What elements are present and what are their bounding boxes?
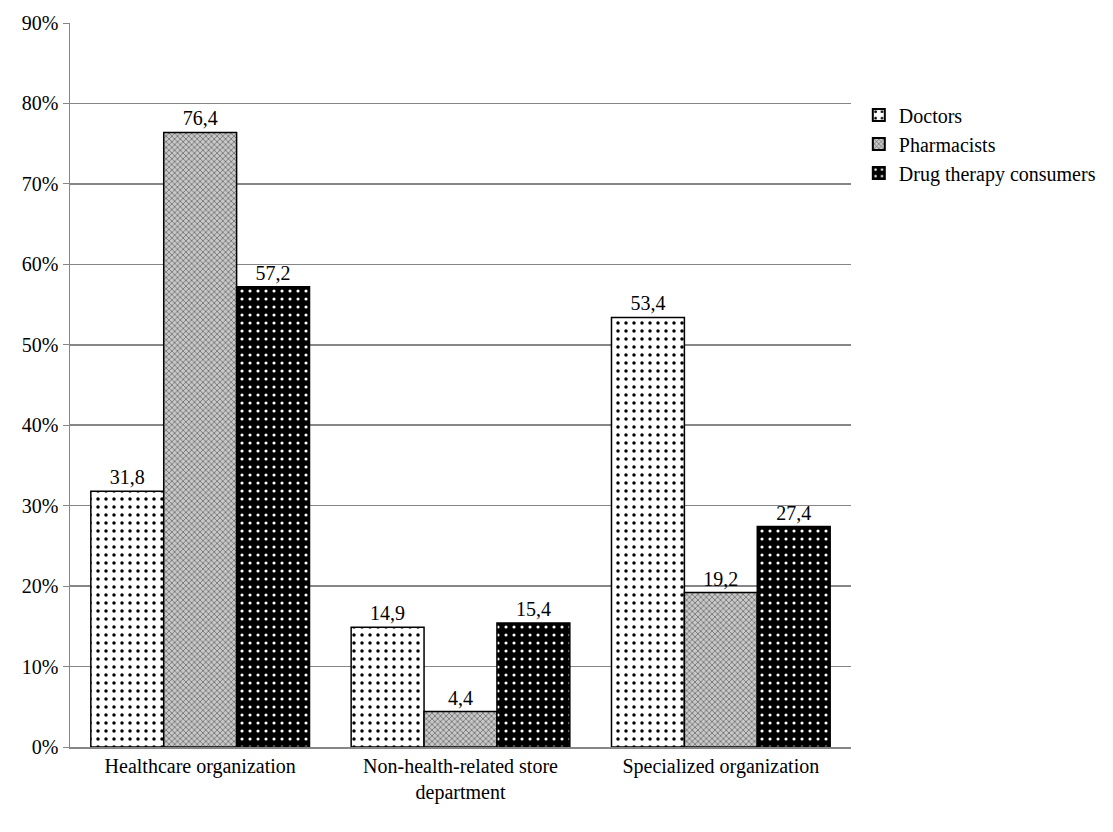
- svg-text:80%: 80%: [22, 92, 59, 114]
- svg-text:90%: 90%: [22, 12, 59, 34]
- svg-text:15,4: 15,4: [516, 598, 551, 620]
- svg-text:40%: 40%: [22, 414, 59, 436]
- svg-text:10%: 10%: [22, 656, 59, 678]
- svg-text:70%: 70%: [22, 173, 59, 195]
- svg-text:0%: 0%: [32, 736, 59, 758]
- svg-text:50%: 50%: [22, 334, 59, 356]
- svg-text:30%: 30%: [22, 495, 59, 517]
- svg-text:Doctors: Doctors: [899, 105, 963, 127]
- svg-text:Healthcare organization: Healthcare organization: [105, 755, 296, 778]
- svg-text:27,4: 27,4: [776, 502, 811, 524]
- svg-text:14,9: 14,9: [370, 602, 405, 624]
- svg-text:Specialized organization: Specialized organization: [622, 755, 819, 778]
- svg-text:76,4: 76,4: [183, 107, 218, 129]
- svg-text:Drug therapy consumers: Drug therapy consumers: [899, 163, 1096, 186]
- svg-text:Pharmacists: Pharmacists: [899, 134, 996, 156]
- svg-text:19,2: 19,2: [703, 568, 738, 590]
- svg-text:31,8: 31,8: [110, 466, 145, 488]
- svg-text:53,4: 53,4: [630, 292, 665, 314]
- svg-text:57,2: 57,2: [256, 262, 291, 284]
- svg-text:Non-health-related storedepart: Non-health-related storedepartment: [363, 755, 558, 804]
- svg-text:20%: 20%: [22, 575, 59, 597]
- svg-text:60%: 60%: [22, 253, 59, 275]
- svg-text:4,4: 4,4: [448, 687, 473, 709]
